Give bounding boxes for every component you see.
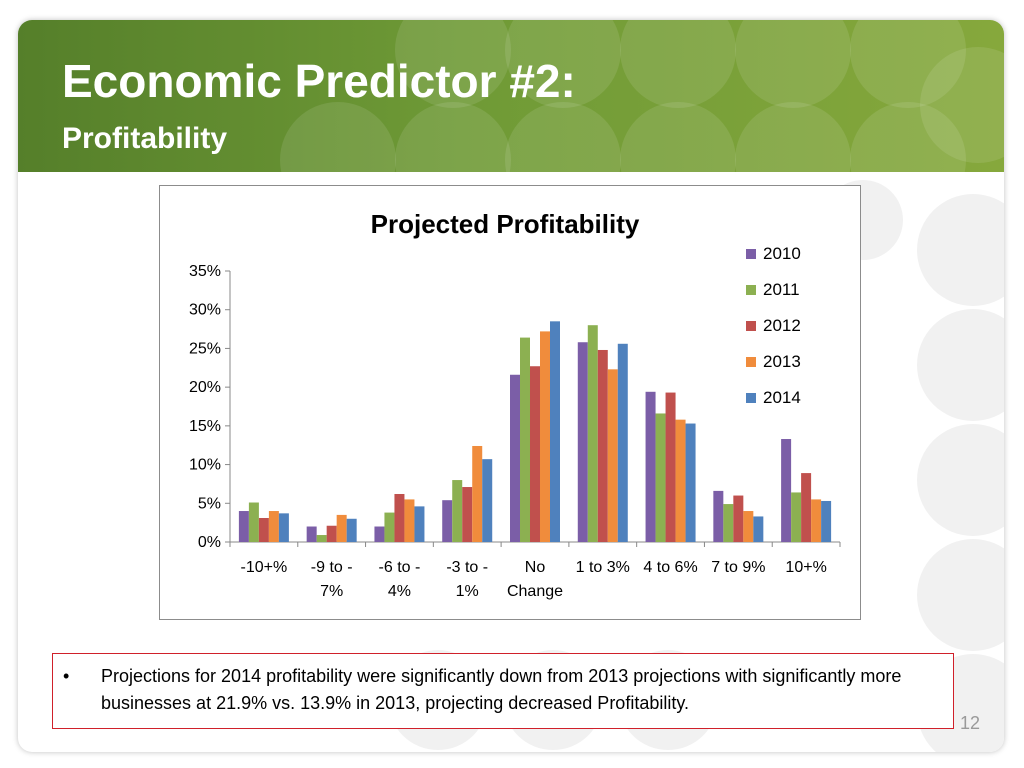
y-tick-label: 20% [189,379,221,396]
bar-2013-8 [811,499,822,542]
profitability-chart: Projected Profitability 0% 5% 10% 15% 20% 25% 3… [189,209,841,600]
x-tick-label: -10+% [241,559,288,576]
x-tick-label: 7% [320,583,343,600]
bar-2013-4 [540,331,550,542]
bar-2011-8 [791,492,802,542]
bar-2012-1 [326,525,337,542]
bar-2010-8 [781,439,792,542]
bar-2011-0 [248,502,259,542]
slide: Economic Predictor #2: Profitability Pro… [18,20,1004,752]
bar-2014-7 [753,516,764,542]
bar-2010-7 [713,490,724,542]
bar-2013-5 [607,369,618,542]
bar-2014-1 [346,518,357,542]
bar-2011-1 [316,535,327,542]
chart-container: Projected Profitability 0% 5% 10% 15% 20% 25% 3… [159,185,861,620]
header-decoration [280,20,1004,172]
bar-2014-6 [685,423,696,542]
legend-swatch-2011 [746,285,756,295]
bar-2014-8 [821,500,832,542]
y-tick-label: 30% [189,302,221,319]
page-number: 12 [959,713,980,733]
bar-2013-7 [743,511,754,542]
bar-2012-4 [530,366,540,542]
bar-2013-1 [336,514,347,542]
bar-2012-7 [733,495,744,542]
legend-swatch-2010 [746,249,756,259]
bar-2012-6 [665,392,676,542]
x-tick-label: 7 to 9% [711,559,765,576]
y-tick-label: 5% [198,495,221,512]
bar-2010-3 [442,500,453,542]
bar-2012-3 [462,487,473,542]
chart-title: Projected Profitability [371,209,640,239]
legend-label-2012: 2012 [763,316,801,335]
bar-2011-3 [452,480,463,542]
x-tick-label: 10+% [785,559,826,576]
bar-2014-3 [482,459,493,542]
x-tick-label: No [525,559,546,576]
x-tick-label: -9 to - [311,559,353,576]
bar-2011-2 [384,512,395,542]
bar-2013-6 [675,419,686,542]
y-tick-label: 15% [189,418,221,435]
bar-2011-5 [587,325,598,542]
bar-2012-8 [801,473,812,542]
legend-swatch-2013 [746,357,756,367]
bullet-marker: • [63,666,70,686]
bar-2010-5 [577,342,588,542]
legend-label-2014: 2014 [763,388,801,407]
x-tick-label: 1% [456,583,479,600]
bar-2010-1 [306,526,317,542]
y-tick-label: 0% [198,534,221,551]
bar-2013-2 [404,499,415,542]
bar-2010-2 [374,526,385,542]
x-tick-label: Change [507,583,563,600]
x-tick-label: 4% [388,583,411,600]
bar-2014-2 [414,506,425,542]
bar-2012-5 [597,349,608,542]
y-tick-label: 35% [189,263,221,280]
slide-subtitle: Profitability [62,122,228,155]
bar-2012-2 [394,493,405,542]
slide-title: Economic Predictor #2: [62,55,576,107]
x-tick-label: -6 to - [379,559,421,576]
bar-2012-0 [258,517,269,542]
bullet-text: Projections for 2014 profitability were … [101,666,902,713]
bar-2011-6 [655,413,666,542]
x-tick-label: 1 to 3% [576,559,630,576]
bar-2011-4 [520,337,530,542]
bar-2014-5 [617,343,628,542]
bar-2010-6 [645,391,656,542]
legend-label-2013: 2013 [763,352,801,371]
bullet-box: • Projections for 2014 profitability wer… [52,653,954,729]
legend-swatch-2014 [746,393,756,403]
y-tick-label: 25% [189,340,221,357]
bar-2011-7 [723,504,734,542]
y-tick-label: 10% [189,457,221,474]
bar-2013-3 [472,445,483,542]
bar-2014-0 [278,513,289,542]
bar-2014-4 [550,321,560,542]
bar-2010-0 [238,511,249,542]
x-tick-label: 4 to 6% [643,559,697,576]
bar-2010-4 [510,374,520,542]
x-tick-label: -3 to - [446,559,488,576]
legend-label-2010: 2010 [763,244,801,263]
header-band: Economic Predictor #2: Profitability [18,20,1004,172]
bar-2013-0 [268,511,279,542]
legend-label-2011: 2011 [763,280,800,299]
legend-swatch-2012 [746,321,756,331]
